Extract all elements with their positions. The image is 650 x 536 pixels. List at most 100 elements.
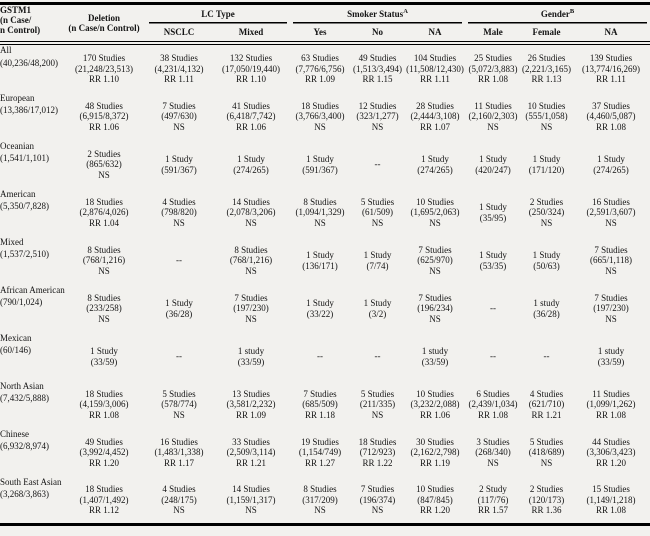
row-label-cell: All (40,236/48,200) bbox=[0, 45, 62, 93]
data-cell: 49 Studies (1,513/3,494) RR 1.15 bbox=[350, 45, 405, 93]
table-row: European (13,386/17,012) 48 Studies (6,915/… bbox=[0, 93, 650, 141]
data-cell-line: (136/171) bbox=[302, 260, 338, 271]
col-header-mixed: Mixed bbox=[238, 27, 264, 37]
data-cell-line: (1,159/1,317) bbox=[226, 494, 276, 505]
data-cell: -- bbox=[350, 141, 405, 189]
data-cell-line: (17,050/19,440) bbox=[222, 63, 280, 74]
data-cell-line: (7,776/6,756) bbox=[295, 63, 345, 74]
data-cell-line: NS bbox=[314, 121, 326, 132]
data-cell-line: -- bbox=[317, 351, 323, 362]
data-cell-line: RR 1.07 bbox=[419, 121, 450, 132]
data-cell-line: 30 Studies bbox=[416, 436, 454, 447]
data-cell-line: (33/59) bbox=[237, 356, 265, 367]
data-cell: 63 Studies (7,776/6,756) RR 1.09 bbox=[290, 45, 350, 93]
data-cell-line: NS bbox=[173, 505, 185, 515]
data-cell-line: (6,915/8,372) bbox=[79, 111, 129, 122]
table-row: American (5,350/7,828) 18 Studies (2,876/4,… bbox=[0, 189, 650, 237]
data-cell-line: NS bbox=[245, 313, 257, 324]
group-header-gender: GenderB bbox=[465, 3, 650, 24]
row-label-cell: American (5,350/7,828) bbox=[0, 189, 62, 237]
data-cell-line: 18 Studies bbox=[358, 436, 397, 447]
data-cell-line: (250/324) bbox=[528, 207, 565, 218]
row-label: American bbox=[0, 188, 36, 199]
data-cell: 26 Studies (2,221/3,165) RR 1.13 bbox=[521, 45, 572, 93]
data-cell: 1 Study (171/120) bbox=[521, 141, 572, 189]
data-cell: 16 Studies (2,591/3,607) NS bbox=[572, 189, 650, 237]
data-cell-line: 4 Studies bbox=[162, 196, 196, 207]
data-cell-line: 2 Studies bbox=[529, 196, 564, 207]
data-cell-line: RR 1.08 bbox=[477, 409, 508, 420]
data-cell-line: 1 study bbox=[237, 346, 265, 356]
row-sample-size: (13,386/17,012) bbox=[0, 105, 58, 115]
data-cell: 11 Studies (2,160/2,303) NS bbox=[465, 93, 521, 141]
col-header-nsclc: NSCLC bbox=[163, 27, 195, 37]
data-cell-line: 7 Studies bbox=[418, 244, 452, 255]
data-cell-line: (36/28) bbox=[533, 308, 560, 319]
row-label-cell: African American (790/1,024) bbox=[0, 285, 65, 333]
data-cell-line: 38 Studies bbox=[160, 53, 198, 63]
group-header-row: GSTM1 (n Case/ n Control) Deletion (n Ca… bbox=[0, 3, 650, 35]
data-cell: 2 Studies (120/173) RR 1.36 bbox=[521, 477, 572, 525]
data-cell-line: (3,232/2,088) bbox=[410, 399, 460, 410]
data-cell-line: (36/28) bbox=[165, 308, 193, 319]
data-cell-line: 1 Study bbox=[237, 154, 265, 164]
data-cell: 2 Studies (250/324) NS bbox=[521, 189, 572, 237]
table-row: All (40,236/48,200) 170 Studies (21,248/23,… bbox=[0, 45, 650, 93]
data-cell-line: NS bbox=[429, 265, 441, 276]
data-cell-line: 48 Studies bbox=[85, 100, 123, 111]
data-cell-line: 10 Studies bbox=[416, 484, 454, 494]
data-cell: 38 Studies (4,231/4,132) RR 1.11 bbox=[146, 45, 212, 93]
data-cell: 1 Study (3/2) bbox=[350, 285, 405, 333]
data-cell: 7 Studies (196/234) NS bbox=[405, 285, 465, 333]
data-cell: 7 Studies (497/630) NS bbox=[146, 93, 212, 141]
data-cell: 6 Studies (2,439/1,034) RR 1.08 bbox=[465, 381, 521, 429]
data-cell-line: RR 1.27 bbox=[304, 457, 335, 468]
data-cell-line: 1 Study bbox=[479, 250, 507, 260]
data-cell: 48 Studies (6,915/8,372) RR 1.06 bbox=[62, 93, 146, 141]
data-cell-line: NS bbox=[173, 409, 185, 420]
table-row: Oceanian (1,541/1,101) 2 Studies (865/632) N… bbox=[0, 141, 650, 189]
data-cell-line: RR 1.08 bbox=[88, 409, 119, 420]
data-cell: 5 Studies (211/335) NS bbox=[350, 381, 405, 429]
data-cell-line: 7 Studies bbox=[234, 292, 268, 303]
deletion-header-line2: (n Case/n Control) bbox=[68, 23, 140, 33]
data-cell-line: RR 1.06 bbox=[88, 121, 119, 132]
data-cell-line: NS bbox=[173, 121, 185, 132]
data-cell-line: (1,513/3,494) bbox=[353, 63, 402, 74]
data-cell-line: NS bbox=[605, 217, 617, 228]
data-cell-line: RR 1.19 bbox=[419, 457, 450, 468]
data-cell-line: NS bbox=[245, 265, 257, 276]
data-cell: 1 Study (274/265) bbox=[572, 141, 650, 189]
group-label: Smoker Status bbox=[347, 9, 404, 19]
data-cell-line: 10 Studies bbox=[416, 388, 454, 399]
data-cell-line: (1,094/1,329) bbox=[295, 207, 345, 218]
data-cell-line: 18 Studies bbox=[85, 484, 123, 494]
gstm1-header-line3: n Control) bbox=[0, 25, 41, 35]
data-cell-line: 16 Studies bbox=[592, 196, 630, 207]
data-cell-line: 8 Studies bbox=[234, 244, 268, 255]
data-cell-line: 139 Studies bbox=[589, 53, 633, 63]
data-cell-line: RR 1.06 bbox=[235, 121, 266, 132]
data-cell-line: NS bbox=[98, 313, 110, 324]
data-cell-line: NS bbox=[314, 505, 326, 515]
data-cell-line: RR 1.11 bbox=[596, 74, 626, 84]
data-cell: 25 Studies (5,072/3,883) RR 1.08 bbox=[465, 45, 521, 93]
data-cell-line: NS bbox=[98, 169, 110, 180]
data-cell-line: 5 Studies bbox=[162, 388, 196, 399]
data-cell-line: NS bbox=[371, 409, 384, 420]
row-label-cell: Mexican (60/146) bbox=[0, 333, 62, 381]
data-cell-line: 1 Study bbox=[421, 154, 449, 164]
data-cell: 49 Studies (3,992/4,452) RR 1.20 bbox=[62, 429, 146, 477]
row-label-cell: South East Asian (3,268/3,863) bbox=[0, 477, 62, 525]
data-cell: 1 Study (35/95) bbox=[465, 189, 521, 237]
row-sample-size: (790/1,024) bbox=[0, 297, 43, 307]
data-cell: 1 Study (420/247) bbox=[465, 141, 521, 189]
data-cell: 10 Studies (555/1,058) NS bbox=[521, 93, 572, 141]
data-cell-line: NS bbox=[371, 505, 384, 515]
data-cell: -- bbox=[290, 333, 350, 381]
data-cell-line: (768/1,216) bbox=[82, 255, 126, 266]
row-sample-size: (1,537/2,510) bbox=[0, 249, 49, 259]
data-cell-line: NS bbox=[429, 313, 441, 324]
data-cell-line: (197/230) bbox=[593, 303, 629, 314]
gstm1-header-line2: (n Case/ bbox=[0, 15, 32, 25]
